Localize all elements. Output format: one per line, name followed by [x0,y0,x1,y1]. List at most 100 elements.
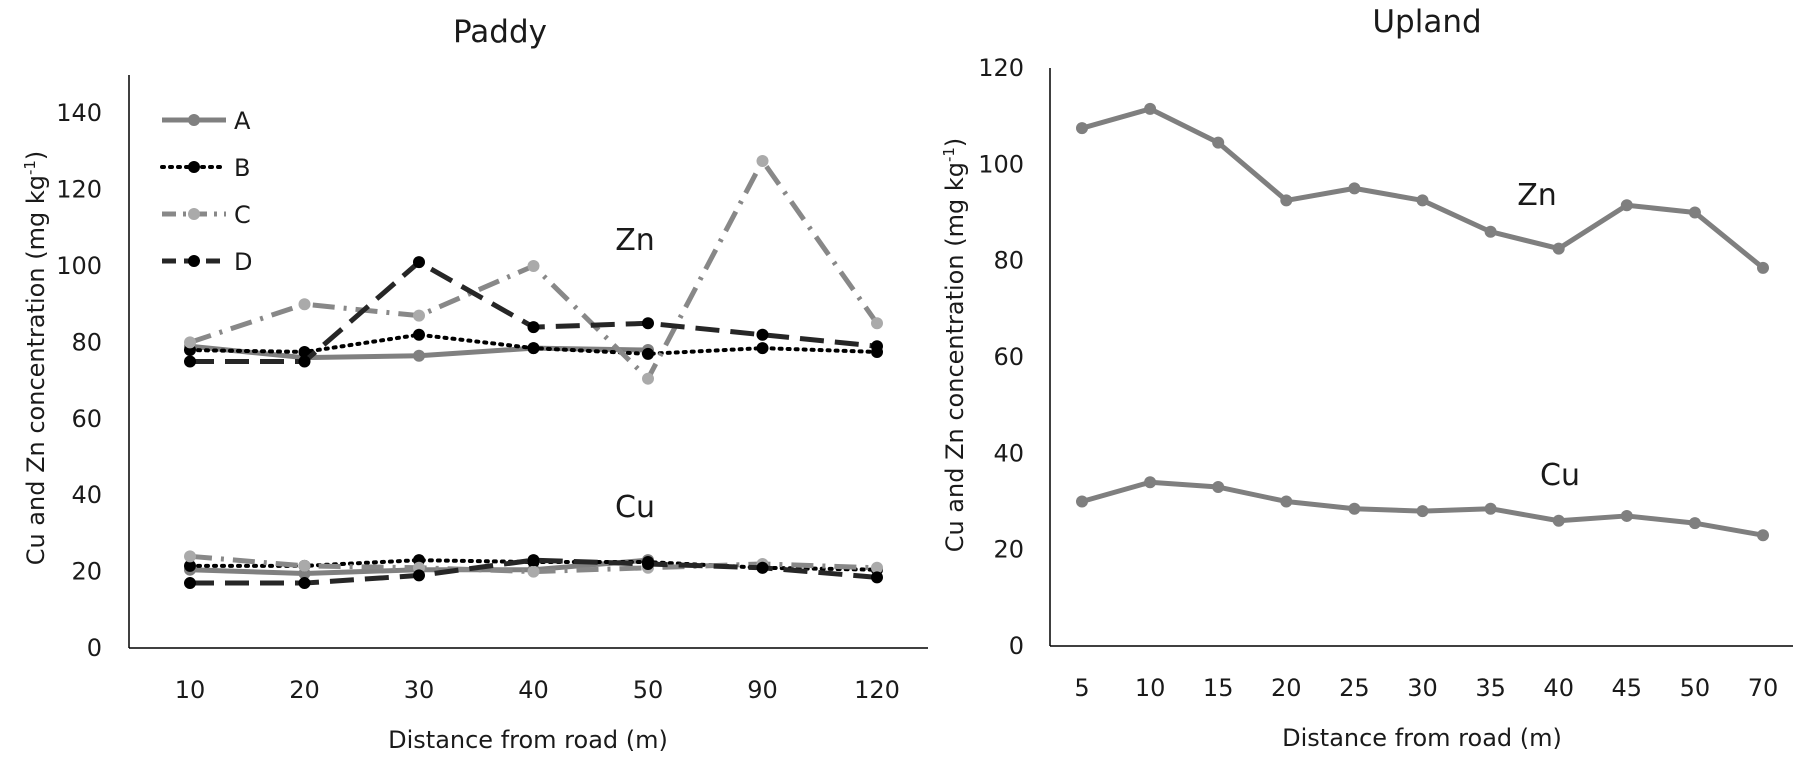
paddy-panel: Paddy 0 20 40 60 80 100 120 140 10 20 30 40 50 90 120… [21,14,928,754]
paddy-y-tick-140: 140 [56,99,102,127]
upland-point-cu-10 [1144,476,1157,489]
upland-point-zn-35 [1484,225,1497,238]
paddy-cu-annotation: Cu [615,490,655,525]
upland-y-tick-40: 40 [993,439,1024,467]
upland-point-zn-50 [1688,206,1701,219]
upland-title: Upland [1372,4,1481,40]
paddy-point-b-cu-10 [184,559,196,572]
upland-point-zn-40 [1552,242,1565,255]
paddy-point-d-zn-30 [413,256,425,269]
upland-point-cu-15 [1212,481,1225,494]
legend-marker-b [188,161,200,173]
upland-point-cu-25 [1348,502,1361,515]
upland-x-tick-50: 50 [1680,674,1711,702]
paddy-point-c-cu-20 [298,559,311,572]
paddy-x-tick-10: 10 [175,676,206,704]
upland-x-tick-25: 25 [1339,674,1370,702]
paddy-point-c-zn-120 [871,317,883,330]
upland-x-tick-10: 10 [1135,674,1166,702]
paddy-y-tick-0: 0 [87,634,102,662]
paddy-point-d-zn-20 [298,355,311,368]
paddy-y-axis-label: Cu and Zn concentration (mg kg-1) [21,151,50,566]
upland-y-tick-80: 80 [993,247,1024,275]
paddy-point-c-zn-30 [413,309,425,322]
legend-label-b: B [234,154,250,182]
paddy-point-c-zn-20 [298,298,311,311]
upland-y-tick-120: 120 [978,54,1024,82]
upland-x-tick-20: 20 [1271,674,1302,702]
upland-y-tick-20: 20 [993,536,1024,564]
legend-label-d: D [234,248,252,276]
paddy-zn-annotation: Zn [615,223,655,258]
paddy-y-tick-20: 20 [71,558,102,586]
paddy-x-tick-90: 90 [747,676,778,704]
paddy-point-d-zn-120 [871,340,883,353]
upland-point-zn-30 [1416,194,1429,207]
legend-marker-c [188,208,200,220]
paddy-point-d-zn-90 [756,328,769,341]
paddy-point-d-cu-20 [298,577,311,590]
paddy-point-b-zn-50 [642,347,654,360]
upland-cu-annotation: Cu [1540,458,1580,493]
upland-point-zn-45 [1620,199,1633,212]
upland-point-zn-70 [1757,261,1769,274]
paddy-x-tick-50: 50 [633,676,664,704]
legend-marker-d [188,255,200,267]
upland-point-cu-20 [1280,495,1293,508]
paddy-point-c-cu-40 [527,565,540,578]
upland-point-zn-5 [1076,122,1088,135]
paddy-point-d-cu-90 [756,561,769,574]
upland-panel: Upland 0 20 40 60 80 100 120 5 10 15 20 25 30 35 40 45… [940,4,1793,752]
upland-point-cu-5 [1076,495,1088,508]
paddy-point-c-cu-120 [871,561,883,574]
paddy-point-d-cu-30 [413,569,425,582]
upland-point-zn-20 [1280,194,1293,207]
legend-label-c: C [234,201,251,229]
upland-point-zn-15 [1212,136,1225,149]
paddy-point-c-zn-90 [756,154,769,167]
paddy-series [184,154,883,590]
upland-x-axis-label: Distance from road (m) [1282,724,1562,752]
upland-series [1076,102,1769,542]
paddy-point-d-cu-50 [642,557,654,570]
legend-marker-a [188,114,200,126]
paddy-point-b-zn-90 [756,342,769,355]
paddy-point-d-cu-120 [871,571,883,584]
paddy-point-d-zn-50 [642,317,654,330]
upland-line-zn [1081,106,1765,270]
paddy-point-c-zn-40 [527,260,540,272]
upland-y-tick-100: 100 [978,150,1024,178]
paddy-y-tick-120: 120 [56,176,102,204]
upland-y-tick-60: 60 [993,343,1024,371]
upland-point-zn-25 [1348,182,1361,195]
upland-x-tick-45: 45 [1612,674,1643,702]
paddy-point-c-zn-50 [642,372,654,385]
paddy-title: Paddy [453,14,547,50]
upland-point-cu-70 [1757,529,1769,542]
upland-point-cu-35 [1484,502,1497,515]
paddy-x-tick-20: 20 [289,676,320,704]
upland-x-tick-40: 40 [1543,674,1574,702]
upland-y-axis-label: Cu and Zn concentration (mg kg-1) [940,138,969,553]
legend-label-a: A [234,107,251,135]
upland-x-tick-30: 30 [1407,674,1438,702]
upland-point-cu-30 [1416,505,1429,518]
paddy-point-d-cu-40 [527,554,540,567]
upland-x-tick-5: 5 [1074,674,1089,702]
paddy-x-tick-120: 120 [854,676,900,704]
paddy-point-c-zn-10 [184,336,196,349]
upland-x-tick-70: 70 [1748,674,1779,702]
paddy-y-tick-100: 100 [56,252,102,280]
paddy-y-tick-60: 60 [71,405,102,433]
paddy-point-d-zn-40 [527,321,540,334]
upland-x-tick-labels: 5 10 15 20 25 30 35 40 45 50 70 [1074,674,1778,702]
paddy-point-b-zn-20 [298,345,311,358]
paddy-y-tick-40: 40 [71,481,102,509]
upland-point-zn-10 [1144,102,1157,115]
upland-point-cu-40 [1552,514,1565,527]
paddy-point-d-zn-10 [184,355,196,368]
paddy-y-tick-labels: 0 20 40 60 80 100 120 140 [56,99,102,662]
